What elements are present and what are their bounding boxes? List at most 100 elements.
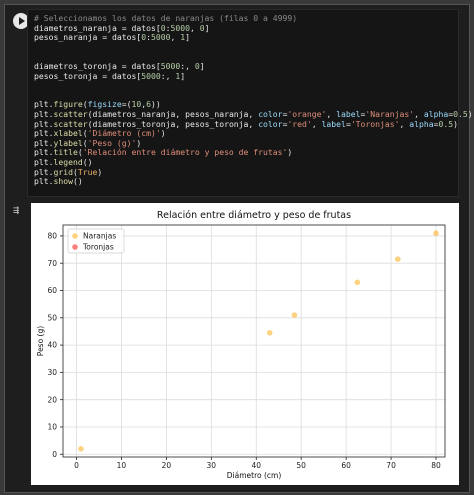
x-tick-label: 50 (296, 461, 306, 470)
code-token: label (321, 118, 346, 129)
code-token: 0 (141, 32, 147, 43)
code-token: 0 (194, 60, 200, 71)
data-point-naranjas (395, 256, 401, 262)
code-token: grid (53, 166, 74, 177)
code-editor[interactable]: # Seleccionamos los datos de naranjas (f… (27, 9, 473, 197)
x-tick-label: 0 (74, 461, 79, 470)
code-token: = (282, 118, 288, 129)
code-line: plt.legend() (34, 157, 93, 167)
code-token: :, (180, 60, 195, 71)
code-token: 'Relación entre diámetro y peso de fruta… (82, 147, 288, 158)
code-token: color (258, 118, 283, 129)
code-line: # Seleccionamos los datos de naranjas (f… (34, 13, 297, 23)
x-tick-label: 20 (162, 461, 172, 470)
code-token: color (258, 108, 283, 119)
code-token: plt. (34, 99, 54, 110)
y-tick-label: 10 (47, 423, 57, 432)
code-line: plt.scatter(diametros_toronja, pesos_tor… (34, 119, 458, 129)
code-token: plt. (34, 118, 54, 129)
code-token: diametros_naranja = datos[ (34, 22, 161, 33)
code-token: ( (77, 147, 83, 158)
code-token: 'Peso (g)' (87, 137, 137, 148)
y-tick-label: 50 (47, 313, 57, 322)
code-token: plt. (34, 147, 54, 158)
y-tick-label: 0 (52, 450, 57, 459)
code-line: plt.grid(True) (34, 167, 102, 177)
x-axis-label: Diámetro (cm) (227, 471, 282, 480)
y-tick-label: 70 (47, 259, 57, 268)
code-token: show (53, 176, 74, 187)
y-tick-label: 30 (47, 368, 57, 377)
code-line: pesos_naranja = datos[0:5000, 1] (34, 32, 190, 42)
data-point-naranjas (291, 312, 298, 318)
code-text[interactable]: # Seleccionamos los datos de naranjas (f… (28, 10, 473, 187)
code-token: )) (151, 99, 161, 110)
data-point-naranjas (354, 279, 361, 286)
code-token: plt. (34, 166, 54, 177)
code-token: 'Diámetro (cm)' (87, 128, 161, 139)
code-token: # Seleccionamos los datos de naranjas (f… (34, 13, 298, 23)
x-tick-label: 10 (117, 461, 127, 470)
x-tick-label: 40 (251, 461, 261, 470)
code-token: = (448, 108, 454, 119)
code-token: = (360, 108, 366, 119)
code-token: legend (53, 156, 83, 167)
code-token: , (141, 99, 147, 110)
code-token: alpha (409, 118, 434, 129)
code-line: plt.xlabel('Diámetro (cm)') (34, 128, 166, 138)
code-token: figure (53, 99, 83, 110)
code-token: , (326, 108, 337, 119)
x-tick-label: 30 (207, 461, 217, 470)
legend: Naranjas Toronjas (67, 228, 125, 254)
x-tick-label: 60 (341, 461, 351, 470)
code-token: 10 (131, 99, 142, 110)
code-token: 6 (146, 99, 151, 110)
code-token: , (311, 118, 322, 129)
run-cell-button[interactable] (13, 13, 29, 29)
code-token: ] (204, 22, 210, 33)
code-token: 'Toronjas' (350, 118, 400, 129)
x-tick-label: 80 (431, 461, 441, 470)
data-point-naranjas (78, 446, 84, 452)
legend-label: Toronjas (82, 243, 114, 252)
x-tick-label: 70 (386, 461, 396, 470)
code-token: ( (73, 166, 78, 177)
code-token: , (170, 32, 181, 43)
code-token: plt. (34, 137, 54, 148)
code-token: alpha (423, 108, 449, 119)
code-token: : (165, 22, 171, 33)
code-token: 'Naranjas' (365, 108, 415, 119)
scatter-chart: 0 10 20 30 40 50 60 70 80 0 10 20 30 40 50 60 70 80 Relaci… (36, 210, 446, 480)
code-token: 1 (180, 32, 186, 43)
code-line: diametros_naranja = datos[0:5000, 0] (34, 23, 209, 33)
code-token: plt. (34, 156, 54, 167)
code-token: scatter (53, 118, 88, 129)
code-token: 5000 (150, 32, 171, 43)
code-token: ) (97, 166, 103, 177)
code-token: = (282, 108, 288, 119)
code-line: plt.show() (34, 176, 83, 186)
code-token: = (345, 118, 351, 129)
data-point-naranjas (266, 330, 273, 336)
notebook-cell: # Seleccionamos los datos de naranjas (f… (4, 4, 473, 493)
code-token: 5000 (170, 22, 190, 33)
code-token: 0 (160, 22, 166, 33)
code-token: ( (82, 137, 88, 148)
code-token: : (146, 32, 151, 43)
code-token: 'red' (287, 118, 312, 129)
code-token: ) (160, 128, 166, 139)
code-token: scatter (53, 108, 88, 119)
code-token: , (189, 22, 200, 33)
code-token: diametros_toronja = datos[ (34, 60, 161, 71)
code-token: ( (82, 99, 88, 110)
legend-label: Naranjas (83, 232, 116, 241)
code-token: ] (199, 60, 205, 71)
code-token: (diametros_toronja, pesos_toronja, (87, 118, 259, 129)
code-line: plt.figure(figsize=(10,6)) (34, 99, 161, 110)
code-line: plt.ylabel('Peso (g)') (34, 138, 141, 148)
code-token: ) (453, 118, 459, 129)
output-toggle-icon[interactable]: ⇶ (13, 205, 20, 216)
code-token: , (399, 118, 410, 129)
data-point-naranjas (433, 230, 439, 236)
code-token: 0 (199, 22, 205, 33)
